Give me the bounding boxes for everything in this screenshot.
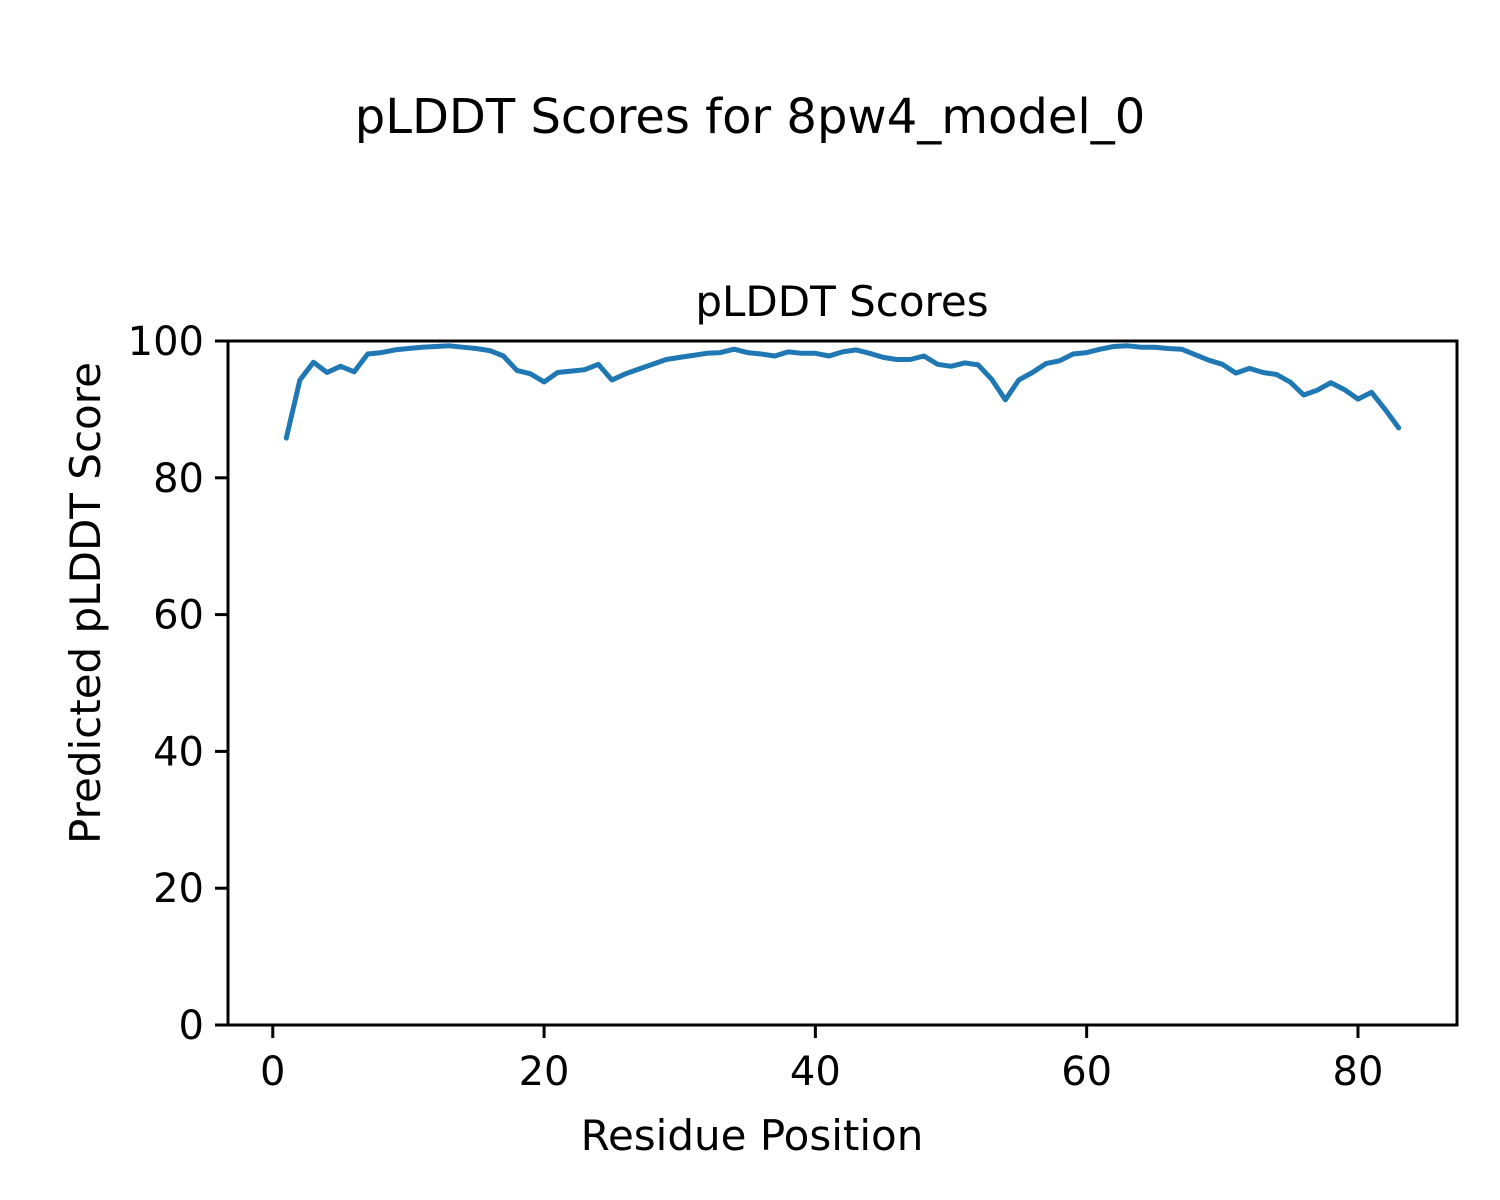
x-tick-label: 60 [1061,1049,1112,1095]
x-axis-ticks: 0 20 40 60 80 [260,1025,1383,1095]
y-axis-ticks: 0 20 40 60 80 100 [128,319,228,1049]
y-tick-label: 40 [153,729,204,775]
x-tick-label: 40 [790,1049,841,1095]
x-axis-label: Residue Position [581,1111,924,1160]
y-tick-label: 60 [153,593,204,639]
plot-area [226,339,1459,1027]
y-tick-label: 0 [179,1003,204,1049]
y-axis-label: Predicted pLDDT Score [61,362,110,844]
figure-title: pLDDT Scores for 8pw4_model_0 [355,89,1145,145]
plddt-line [283,343,1402,441]
axes-title: pLDDT Scores [695,277,988,326]
x-tick-label: 20 [519,1049,570,1095]
y-tick-label: 100 [128,319,204,365]
y-tick-label: 20 [153,866,204,912]
x-tick-label: 0 [260,1049,285,1095]
x-tick-label: 80 [1333,1049,1384,1095]
y-tick-label: 80 [153,456,204,502]
